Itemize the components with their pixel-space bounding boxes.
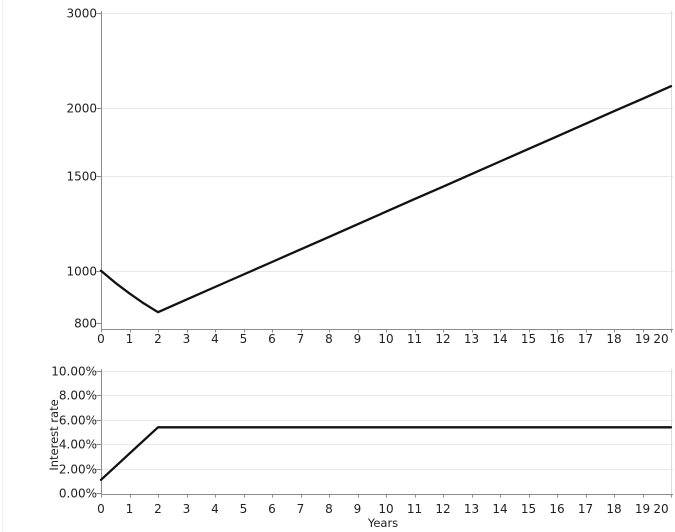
x-tick-label-11: 11 (407, 502, 422, 516)
y-tick-label-1500: 1500 (66, 170, 97, 184)
x-tick-label-15: 15 (521, 332, 536, 346)
y-tick-label-8.00%: 8.00% (59, 389, 97, 403)
x-tick-label-12: 12 (435, 332, 450, 346)
x-tick-label-14: 14 (492, 332, 507, 346)
x-tick-label-1: 1 (126, 502, 134, 516)
x-tick-label-3: 3 (183, 502, 191, 516)
interest-rate-line (99, 426, 673, 481)
x-tick-label-16: 16 (549, 332, 564, 346)
y-tick-label-1000: 1000 (66, 265, 97, 279)
x-tick-label-10: 10 (378, 332, 393, 346)
y-tick-label-4.00%: 4.00% (59, 438, 97, 452)
x-tick-label-18: 18 (606, 502, 621, 516)
interest-rate-chart: 0.00%2.00%4.00%6.00%8.00%10.00%0 1 2 3 4 5 6 7 8… (51, 365, 673, 516)
x-tick-label-7: 7 (297, 502, 305, 516)
x-tick-label-2: 2 (154, 502, 162, 516)
x-tick-label-9: 9 (354, 502, 362, 516)
x-tick-label-6: 6 (268, 502, 276, 516)
x-tick-label-19: 19 (635, 332, 650, 346)
y-tick-label-0.00%: 0.00% (59, 487, 97, 501)
portfolio-value-line (99, 85, 673, 314)
y-tick-label-6.00%: 6.00% (59, 414, 97, 428)
y-tick-label-800: 800 (74, 317, 97, 331)
x-tick-label-6: 6 (268, 332, 276, 346)
x-tick-label-11: 11 (407, 332, 422, 346)
left-edge-divider (2, 0, 3, 532)
x-tick-label-0: 0 (97, 332, 105, 346)
y-tick-label-10.00%: 10.00% (51, 365, 97, 379)
x-tick-label-20: 20 (653, 332, 668, 346)
x-tick-label-10: 10 (378, 502, 393, 516)
x-tick-label-0: 0 (97, 502, 105, 516)
years-axis-title: Years (367, 516, 399, 530)
x-tick-label-12: 12 (435, 502, 450, 516)
x-tick-label-14: 14 (492, 502, 507, 516)
y-tick-label-2000: 2000 (66, 102, 97, 116)
x-tick-label-19: 19 (635, 502, 650, 516)
x-tick-label-7: 7 (297, 332, 305, 346)
x-tick-label-4: 4 (211, 502, 219, 516)
x-tick-label-18: 18 (606, 332, 621, 346)
x-tick-label-13: 13 (464, 332, 479, 346)
y-tick-label-3000: 3000 (66, 7, 97, 21)
x-tick-label-17: 17 (578, 332, 593, 346)
x-tick-label-5: 5 (240, 502, 248, 516)
x-tick-label-16: 16 (549, 502, 564, 516)
x-tick-label-8: 8 (325, 332, 333, 346)
interest-rate-axis-title: Interest rate (47, 399, 61, 471)
x-tick-label-15: 15 (521, 502, 536, 516)
x-tick-label-20: 20 (653, 502, 668, 516)
x-tick-label-3: 3 (183, 332, 191, 346)
x-tick-label-2: 2 (154, 332, 162, 346)
x-tick-label-9: 9 (354, 332, 362, 346)
x-tick-label-1: 1 (126, 332, 134, 346)
x-tick-label-8: 8 (325, 502, 333, 516)
x-tick-label-17: 17 (578, 502, 593, 516)
x-tick-label-4: 4 (211, 332, 219, 346)
y-tick-label-2.00%: 2.00% (59, 463, 97, 477)
x-tick-label-13: 13 (464, 502, 479, 516)
x-tick-label-5: 5 (240, 332, 248, 346)
